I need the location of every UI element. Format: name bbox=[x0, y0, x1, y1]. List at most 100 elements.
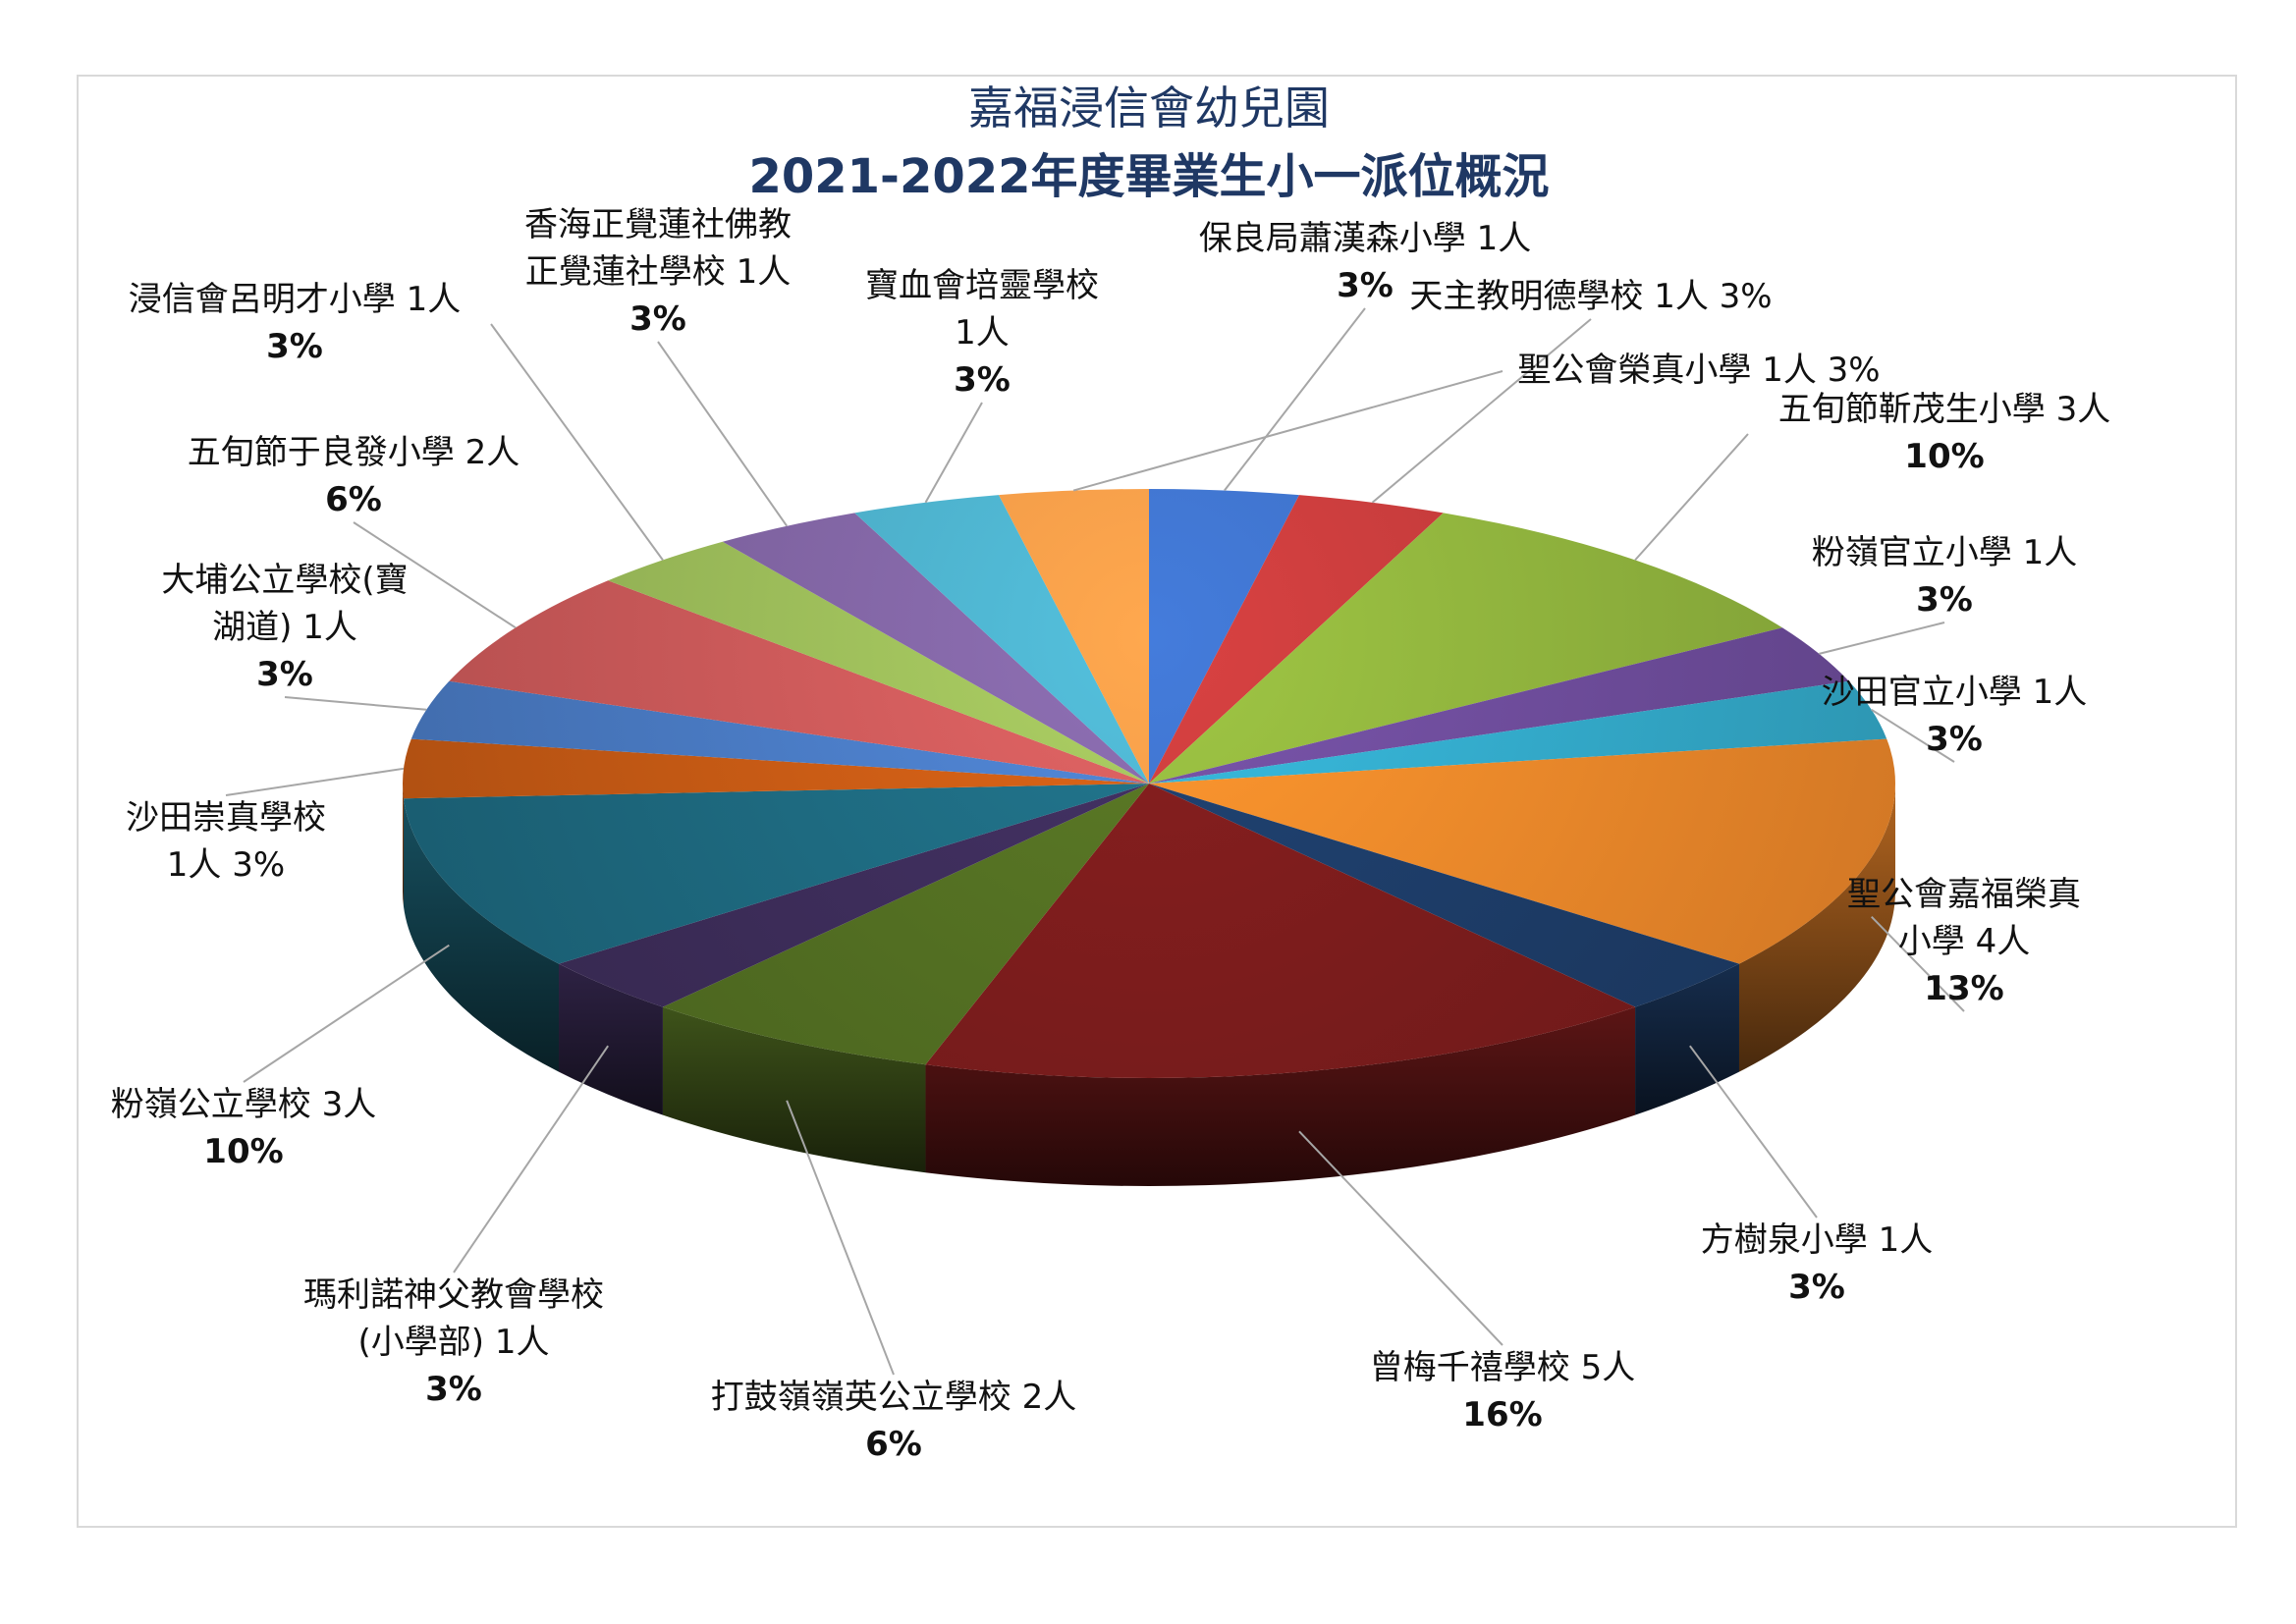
slice-label-line: 正覺蓮社學校 1人 bbox=[525, 252, 791, 292]
pie-slice-4 bbox=[1149, 680, 1887, 784]
slice-label-line: 曾梅千禧學校 5人 bbox=[1370, 1348, 1635, 1387]
slice-label-line: 3% bbox=[425, 1370, 482, 1409]
pie-slice-16 bbox=[854, 495, 1149, 784]
slice-label-line: 湖道) 1人 bbox=[212, 608, 357, 647]
pie-slice-11 bbox=[403, 738, 1149, 799]
pie-chart: 嘉福浸信會幼兒園 2021-2022年度畢業生小一派位概況 保良局蕭漢森小學 1… bbox=[111, 81, 2110, 1464]
slice-label-10: 粉嶺公立學校 3人 10% bbox=[111, 1085, 376, 1171]
slice-label-line: 小學 4人 bbox=[1898, 922, 2030, 961]
slice-label-15: 香海正覺蓮社佛教正覺蓮社學校 1人 3% bbox=[524, 205, 792, 339]
leader-line-2 bbox=[1634, 433, 1749, 562]
pie-slice-6 bbox=[1149, 784, 1739, 1007]
chart-frame: 嘉福浸信會幼兒園 2021-2022年度畢業生小一派位概況 保良局蕭漢森小學 1… bbox=[77, 75, 2237, 1528]
slice-label-line: 1人 3% bbox=[167, 845, 285, 885]
pie-slice-14 bbox=[608, 541, 1149, 784]
leader-line-13 bbox=[353, 521, 517, 629]
pie-slice-12 bbox=[410, 680, 1150, 784]
pie-side-8 bbox=[662, 1006, 926, 1173]
leader-line-3 bbox=[1819, 622, 1945, 655]
leader-line-7 bbox=[1298, 1130, 1503, 1346]
slice-label-4: 沙田官立小學 1人 3% bbox=[1822, 673, 2087, 759]
slice-label-13: 五旬節于良發小學 2人 6% bbox=[188, 433, 519, 519]
slice-label-line: 3% bbox=[1916, 580, 1973, 620]
slice-label-1: 天主教明德學校 1人 3% bbox=[1409, 277, 1772, 316]
slice-label-line: 粉嶺公立學校 3人 bbox=[111, 1085, 376, 1124]
pie-side-11 bbox=[403, 784, 404, 907]
pie-side-5 bbox=[1738, 784, 1895, 1072]
pie-slice-8 bbox=[662, 784, 1149, 1065]
slice-label-9: 瑪利諾神父教會學校 (小學部) 1人 3% bbox=[303, 1275, 604, 1409]
label-leader-lines bbox=[225, 307, 1965, 1376]
slice-label-line: 16% bbox=[1462, 1395, 1542, 1435]
slice-label-line: 13% bbox=[1924, 969, 2003, 1008]
pie-slice-0 bbox=[1149, 489, 1299, 784]
leader-line-1 bbox=[1371, 318, 1592, 504]
leader-line-9 bbox=[453, 1045, 609, 1273]
slice-label-5: 聖公會嘉福榮真小學 4人 13% bbox=[1847, 875, 2081, 1008]
slice-label-line: 大埔公立學校(寶 bbox=[161, 561, 408, 600]
slice-label-line: 6% bbox=[325, 480, 382, 519]
slice-label-line: 1人 bbox=[955, 313, 1010, 352]
slice-label-line: 沙田官立小學 1人 bbox=[1822, 673, 2087, 712]
chart-subtitle: 2021-2022年度畢業生小一派位概況 bbox=[748, 149, 1549, 204]
leader-line-8 bbox=[786, 1100, 895, 1376]
slice-label-0: 保良局蕭漢森小學 1人 3% bbox=[1199, 219, 1531, 305]
leader-line-12 bbox=[284, 696, 427, 711]
pie-slice-17 bbox=[999, 489, 1149, 784]
slice-label-line: 3% bbox=[954, 360, 1011, 400]
leader-line-0 bbox=[1224, 307, 1366, 492]
slice-label-line: 6% bbox=[865, 1425, 922, 1464]
slice-label-14: 浸信會呂明才小學 1人 3% bbox=[129, 280, 461, 366]
leader-line-4 bbox=[1871, 708, 1955, 763]
pie-slice-15 bbox=[722, 513, 1149, 784]
slice-label-line: 香海正覺蓮社佛教 bbox=[524, 205, 792, 244]
slice-label-line: 3% bbox=[629, 299, 686, 339]
slice-label-line: 天主教明德學校 1人 3% bbox=[1409, 277, 1772, 316]
pie-slices bbox=[403, 489, 1896, 1078]
slice-label-line: 10% bbox=[1904, 437, 1984, 476]
slice-label-7: 曾梅千禧學校 5人 16% bbox=[1370, 1348, 1635, 1435]
slice-label-line: 3% bbox=[1788, 1268, 1845, 1307]
leader-line-16 bbox=[924, 402, 983, 504]
leader-line-17 bbox=[1072, 370, 1503, 492]
slice-label-line: 方樹泉小學 1人 bbox=[1701, 1220, 1933, 1260]
slice-label-16: 寶血會培靈學校 1人 3% bbox=[865, 266, 1099, 400]
leader-line-10 bbox=[243, 944, 450, 1083]
pie-slice-7 bbox=[925, 784, 1636, 1078]
slice-label-line: 瑪利諾神父教會學校 bbox=[303, 1275, 604, 1315]
slice-label-line: (小學部) 1人 bbox=[358, 1323, 550, 1362]
slice-label-8: 打鼓嶺嶺英公立學校 2人 6% bbox=[711, 1378, 1076, 1464]
pie-slice-9 bbox=[559, 784, 1149, 1007]
pie-slice-2 bbox=[1149, 513, 1782, 784]
slice-labels: 保良局蕭漢森小學 1人 3% 天主教明德學校 1人 3% 五旬節靳茂生小學 3人 10%… bbox=[111, 205, 2110, 1464]
leader-line-11 bbox=[225, 767, 405, 796]
leader-line-14 bbox=[490, 323, 664, 561]
slice-label-17: 聖公會榮真小學 1人 3% bbox=[1517, 351, 1880, 390]
slice-label-line: 3% bbox=[1926, 720, 1983, 759]
pie-slice-13 bbox=[449, 580, 1150, 784]
pie-side-7 bbox=[925, 1006, 1636, 1186]
leader-line-6 bbox=[1689, 1045, 1818, 1218]
slice-label-line: 五旬節于良發小學 2人 bbox=[188, 433, 519, 472]
slice-label-12: 大埔公立學校(寶湖道) 1人 3% bbox=[161, 561, 408, 694]
slice-label-line: 聖公會嘉福榮真 bbox=[1847, 875, 2081, 914]
slice-label-3: 粉嶺官立小學 1人 3% bbox=[1812, 533, 2077, 620]
leader-line-5 bbox=[1871, 915, 1965, 1012]
slice-label-11: 沙田崇真學校 1人 3% bbox=[126, 798, 326, 885]
slice-label-line: 粉嶺官立小學 1人 bbox=[1812, 533, 2077, 572]
slice-label-line: 沙田崇真學校 bbox=[126, 798, 326, 838]
chart-title: 嘉福浸信會幼兒園 bbox=[968, 81, 1330, 135]
slice-label-line: 3% bbox=[1337, 266, 1394, 305]
slice-label-2: 五旬節靳茂生小學 3人 10% bbox=[1778, 390, 2110, 476]
pie-side-10 bbox=[403, 798, 560, 1072]
slice-label-line: 聖公會榮真小學 1人 3% bbox=[1517, 351, 1880, 390]
slice-label-6: 方樹泉小學 1人 3% bbox=[1701, 1220, 1933, 1307]
pie-slice-10 bbox=[403, 784, 1149, 964]
pie-slice-5 bbox=[1149, 738, 1896, 964]
slice-label-line: 五旬節靳茂生小學 3人 bbox=[1778, 390, 2110, 429]
leader-line-15 bbox=[657, 341, 788, 527]
slice-label-line: 3% bbox=[266, 327, 323, 366]
slice-label-line: 寶血會培靈學校 bbox=[865, 266, 1099, 305]
slice-label-line: 打鼓嶺嶺英公立學校 2人 bbox=[711, 1378, 1076, 1417]
slice-label-line: 3% bbox=[256, 655, 313, 694]
